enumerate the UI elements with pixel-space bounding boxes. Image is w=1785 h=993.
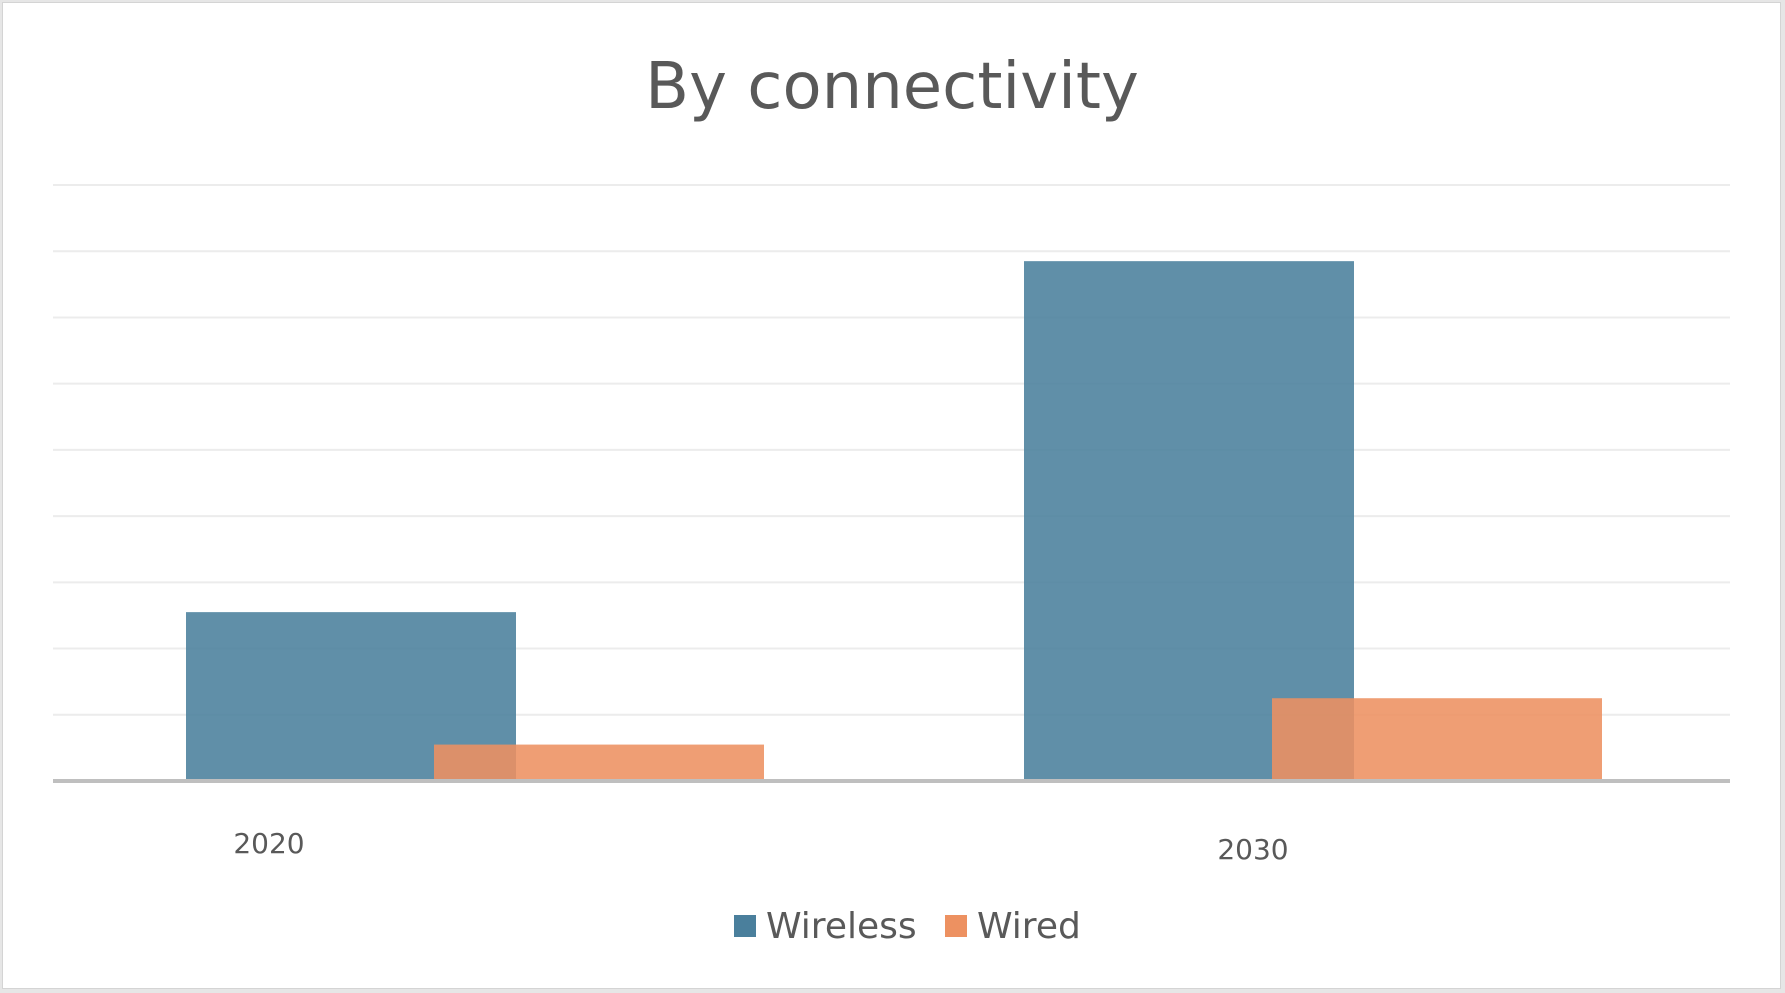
x-tick-label: 2030	[1217, 833, 1288, 866]
bar-wireless-2030	[1024, 261, 1354, 782]
legend: Wireless Wired	[734, 906, 1081, 947]
bar-chart: By connectivity 2020 2030 Wireless Wired	[53, 50, 1730, 947]
legend-label-wireless: Wireless	[766, 906, 917, 947]
x-tick-label: 2020	[233, 827, 304, 860]
bars	[186, 261, 1602, 782]
legend-label-wired: Wired	[977, 906, 1081, 947]
bar-wired-2030	[1272, 698, 1602, 781]
legend-swatch-wireless	[734, 915, 756, 937]
x-tick-labels: 2020 2030	[233, 827, 1288, 866]
bar-wired-2020	[434, 744, 764, 781]
legend-swatch-wired	[945, 915, 967, 937]
chart-title: By connectivity	[645, 50, 1139, 124]
